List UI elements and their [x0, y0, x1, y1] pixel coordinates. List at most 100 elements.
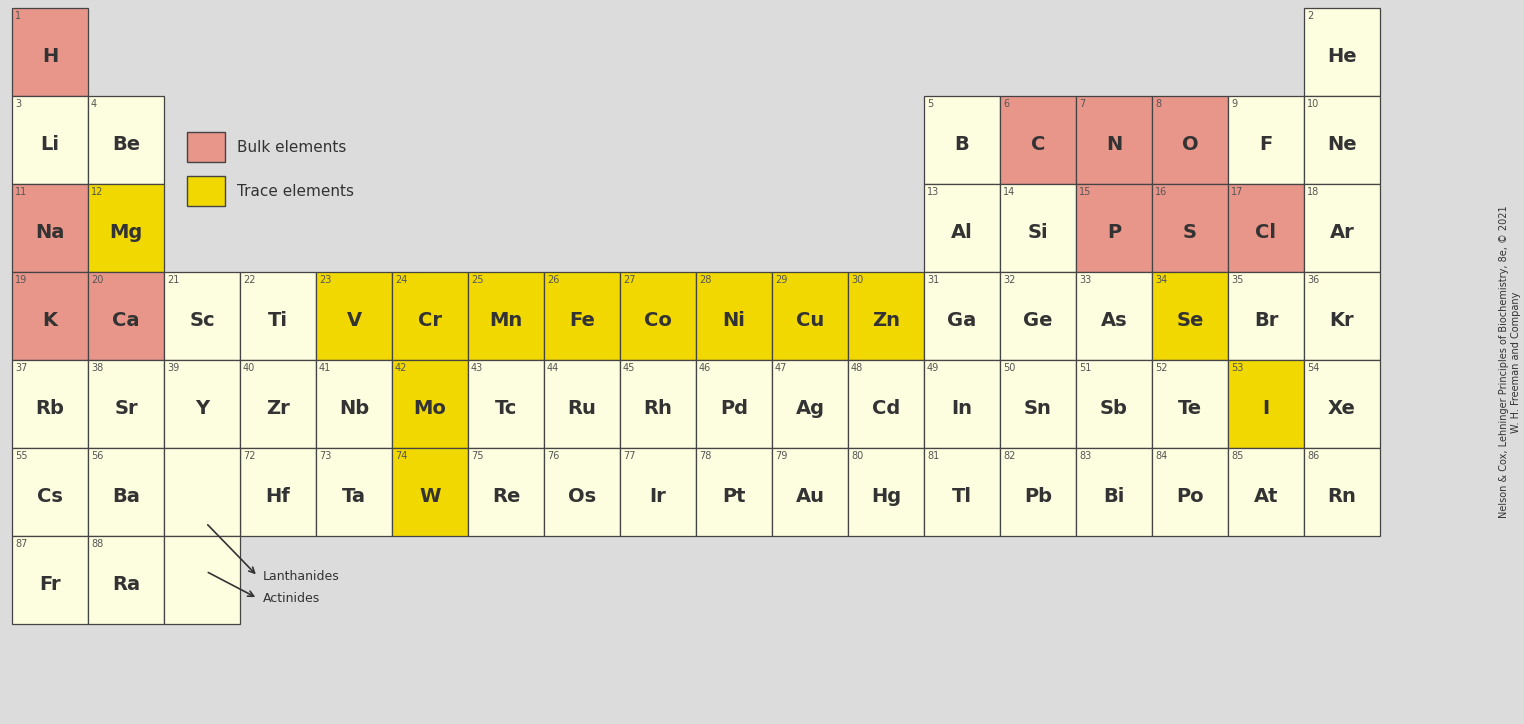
- Text: Cu: Cu: [796, 311, 824, 330]
- Bar: [847, 272, 924, 360]
- Bar: [696, 272, 773, 360]
- Text: Bi: Bi: [1103, 487, 1125, 507]
- Bar: [1305, 360, 1381, 448]
- Text: Hf: Hf: [265, 487, 291, 507]
- Text: 77: 77: [623, 451, 636, 461]
- Text: Rh: Rh: [643, 400, 672, 418]
- Bar: [1228, 272, 1305, 360]
- Bar: [1228, 96, 1305, 184]
- Text: Kr: Kr: [1329, 311, 1355, 330]
- Bar: [392, 272, 468, 360]
- Text: 2: 2: [1308, 11, 1314, 21]
- Text: 76: 76: [547, 451, 559, 461]
- Bar: [1305, 184, 1381, 272]
- Text: Y: Y: [195, 400, 209, 418]
- Text: 23: 23: [319, 275, 331, 285]
- Bar: [1228, 448, 1305, 536]
- Text: 31: 31: [927, 275, 939, 285]
- Text: 40: 40: [242, 363, 255, 373]
- Text: 82: 82: [1003, 451, 1015, 461]
- Text: Nb: Nb: [338, 400, 369, 418]
- Text: Actinides: Actinides: [262, 592, 320, 605]
- Text: Trace elements: Trace elements: [236, 183, 354, 198]
- Text: Ta: Ta: [341, 487, 366, 507]
- Text: 33: 33: [1079, 275, 1091, 285]
- Text: Br: Br: [1254, 311, 1279, 330]
- Text: 34: 34: [1155, 275, 1167, 285]
- Text: 9: 9: [1231, 99, 1237, 109]
- Text: 42: 42: [395, 363, 407, 373]
- Text: He: He: [1327, 48, 1356, 67]
- Text: 88: 88: [91, 539, 104, 549]
- Bar: [620, 360, 696, 448]
- Bar: [1076, 96, 1152, 184]
- Text: Ag: Ag: [796, 400, 824, 418]
- Bar: [1305, 272, 1381, 360]
- Bar: [696, 360, 773, 448]
- Text: Bulk elements: Bulk elements: [236, 140, 346, 154]
- Bar: [773, 448, 847, 536]
- Text: Mg: Mg: [110, 224, 143, 243]
- Bar: [12, 184, 88, 272]
- Bar: [1000, 448, 1076, 536]
- Text: Cr: Cr: [418, 311, 442, 330]
- Text: V: V: [346, 311, 361, 330]
- Text: 37: 37: [15, 363, 27, 373]
- Bar: [315, 272, 392, 360]
- Text: Tc: Tc: [495, 400, 517, 418]
- Text: K: K: [43, 311, 58, 330]
- Text: 10: 10: [1308, 99, 1320, 109]
- Text: Fe: Fe: [568, 311, 594, 330]
- Bar: [165, 536, 239, 624]
- Text: Re: Re: [492, 487, 520, 507]
- Text: 21: 21: [168, 275, 180, 285]
- Bar: [924, 448, 1000, 536]
- Text: 5: 5: [927, 99, 933, 109]
- Text: 52: 52: [1155, 363, 1167, 373]
- Text: 18: 18: [1308, 187, 1320, 197]
- Bar: [924, 360, 1000, 448]
- Text: Au: Au: [796, 487, 824, 507]
- Text: 12: 12: [91, 187, 104, 197]
- Bar: [1076, 272, 1152, 360]
- Text: Zn: Zn: [872, 311, 901, 330]
- Bar: [1000, 360, 1076, 448]
- Text: Rn: Rn: [1327, 487, 1356, 507]
- Bar: [315, 360, 392, 448]
- Bar: [12, 272, 88, 360]
- Bar: [88, 448, 165, 536]
- Text: 54: 54: [1308, 363, 1320, 373]
- Bar: [620, 272, 696, 360]
- Bar: [1000, 96, 1076, 184]
- Text: 36: 36: [1308, 275, 1320, 285]
- Text: Rb: Rb: [35, 400, 64, 418]
- Bar: [1152, 272, 1228, 360]
- Text: 38: 38: [91, 363, 104, 373]
- Text: Be: Be: [111, 135, 140, 154]
- Text: Sn: Sn: [1024, 400, 1052, 418]
- Bar: [12, 360, 88, 448]
- Bar: [1228, 360, 1305, 448]
- Text: Pb: Pb: [1024, 487, 1052, 507]
- Text: 35: 35: [1231, 275, 1244, 285]
- Bar: [847, 360, 924, 448]
- Bar: [1076, 360, 1152, 448]
- Bar: [1152, 360, 1228, 448]
- Text: Co: Co: [645, 311, 672, 330]
- Text: 78: 78: [700, 451, 712, 461]
- Text: Sr: Sr: [114, 400, 137, 418]
- Bar: [165, 448, 239, 536]
- Bar: [1305, 448, 1381, 536]
- Bar: [239, 360, 315, 448]
- Text: 24: 24: [395, 275, 407, 285]
- Bar: [1228, 184, 1305, 272]
- Text: 32: 32: [1003, 275, 1015, 285]
- Text: Ti: Ti: [268, 311, 288, 330]
- Text: Se: Se: [1177, 311, 1204, 330]
- Text: 3: 3: [15, 99, 21, 109]
- Bar: [12, 448, 88, 536]
- Text: 53: 53: [1231, 363, 1244, 373]
- Text: 50: 50: [1003, 363, 1015, 373]
- Text: 8: 8: [1155, 99, 1161, 109]
- Text: 72: 72: [242, 451, 256, 461]
